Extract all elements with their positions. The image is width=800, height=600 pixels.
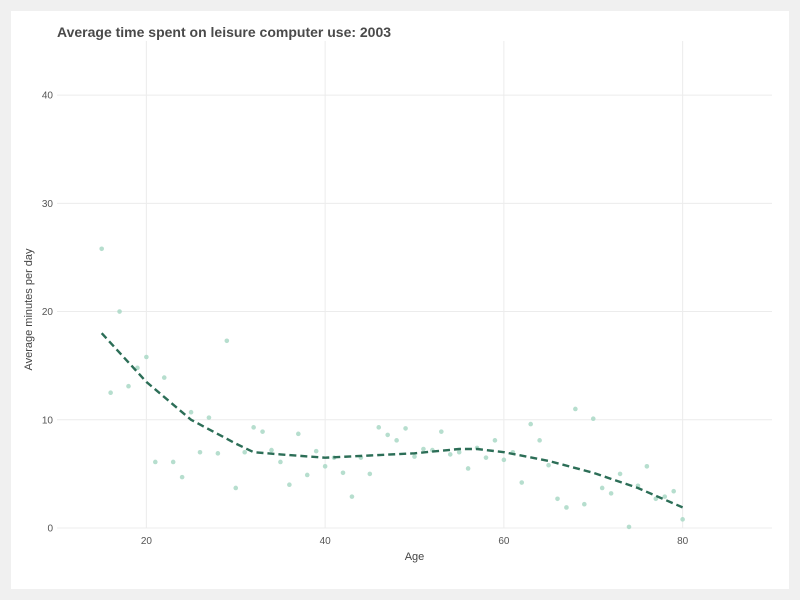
y-axis-title: Average minutes per day [23,248,35,371]
chart-title: Average time spent on leisure computer u… [57,24,392,40]
scatter-point [251,425,256,430]
scatter-point [456,449,462,455]
scatter-point [313,448,319,454]
x-tick-label: 60 [498,536,510,547]
scatter-point [161,375,167,380]
scatter-point [197,449,203,455]
trend-line-layer [100,332,684,509]
scatter-point [108,390,113,396]
scatter-point [153,459,158,465]
chart-plot: 20 40 60 80 0 10 20 30 40 Age Average minutes pe… [23,41,772,563]
scatter-point [403,426,408,431]
scatter-point [340,470,346,476]
scatter-point [617,471,623,477]
scatter-point [662,494,668,499]
scatter-point [296,431,301,437]
scatter-point [501,457,507,463]
scatter-point [349,494,355,499]
y-tick-label: 10 [42,415,54,426]
scatter-point [215,451,221,456]
scatter-points [99,246,685,530]
scatter-point [269,447,274,453]
scatter-point [188,409,194,415]
scatter-point [412,454,417,459]
scatter-point [170,459,176,465]
scatter-point [179,474,185,480]
scatter-point [447,452,453,457]
scatter-point [367,471,373,477]
grid-lines [57,41,772,529]
scatter-point [680,517,685,522]
scatter-point [483,455,489,460]
scatter-point [465,466,471,471]
x-tick-label: 40 [320,536,332,547]
scatter-point [582,501,587,507]
scatter-point [653,496,659,502]
scatter-point [117,309,122,314]
scatter-point [590,416,596,421]
scatter-point [304,472,310,478]
scatter-point [278,459,283,465]
scatter-point [224,338,230,344]
scatter-point [671,488,676,494]
scatter-point [260,429,265,434]
scatter-point [126,383,131,389]
scatter-point [233,485,239,491]
scatter-point [421,446,426,452]
scatter-point [439,429,444,434]
scatter-point [492,438,498,443]
scatter-point [394,438,399,443]
scatter-point [376,425,382,430]
y-tick-label: 0 [47,524,53,535]
x-axis-title: Age [405,551,425,563]
chart-card: Average time spent on leisure computer u… [11,11,789,589]
trend-line [100,332,684,509]
scatter-point [537,438,542,443]
scatter-point [573,406,578,412]
x-tick-label: 20 [141,536,153,547]
scatter-point [564,505,569,510]
scatter-point [206,415,212,420]
scatter-point [385,432,390,438]
x-tick-label: 80 [677,536,689,547]
scatter-point [546,462,551,468]
scatter-point [287,482,292,488]
scatter-point [608,491,614,496]
scatter-point [519,480,525,485]
scatter-point [242,449,247,455]
tick-labels: 20 40 60 80 0 10 20 30 40 [42,91,689,547]
scatter-point [322,464,328,469]
y-tick-label: 40 [42,91,54,102]
scatter-point [626,524,632,530]
scatter-point [99,246,104,252]
scatter-point [135,365,140,371]
scatter-point [555,496,560,502]
y-tick-label: 20 [42,307,54,318]
scatter-point [144,354,149,360]
y-tick-label: 30 [42,199,54,210]
scatter-point [528,421,533,427]
scatter-point [644,464,650,469]
scatter-point [599,485,605,491]
